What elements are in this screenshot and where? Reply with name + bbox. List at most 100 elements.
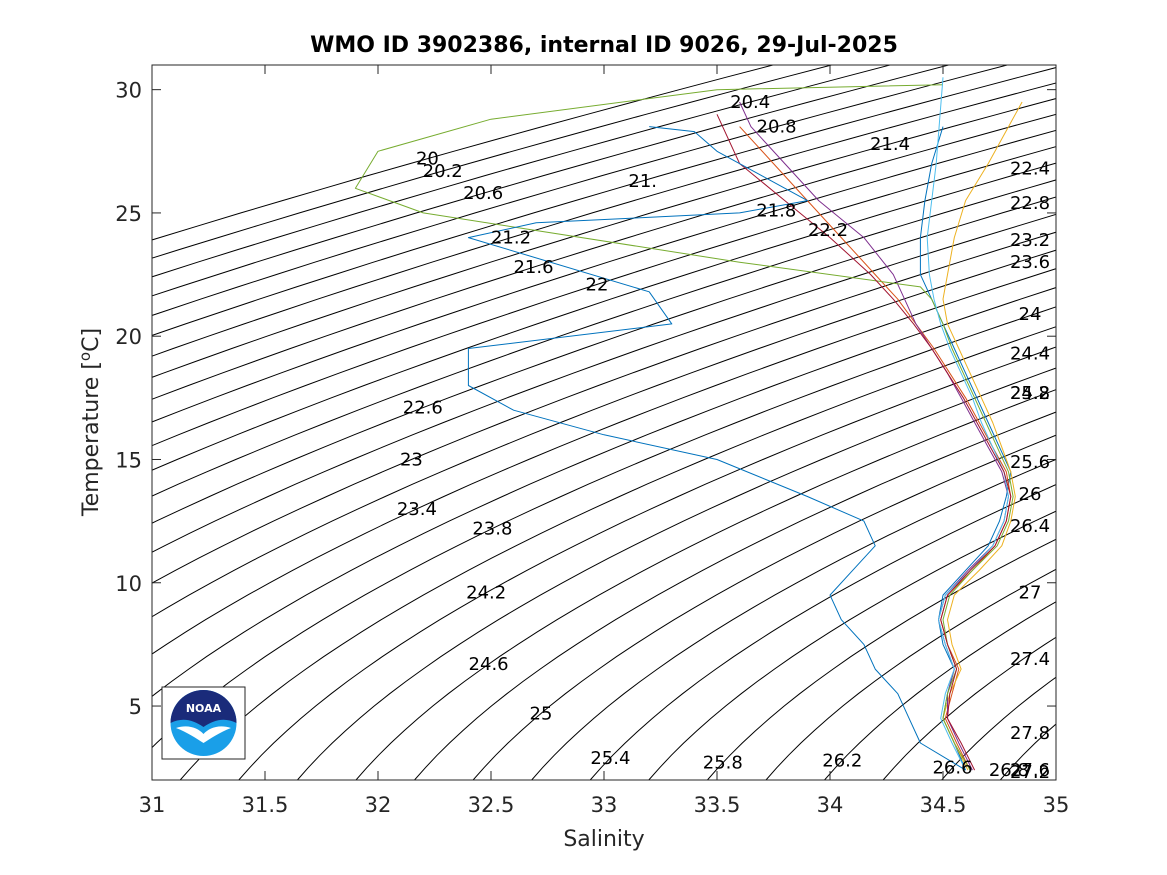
y-tick-label: 20 — [115, 325, 142, 349]
contour-label: 26.4 — [1010, 516, 1050, 537]
isopycnal-line — [152, 268, 1056, 655]
contour-label: 24.2 — [466, 583, 506, 604]
contour-label: 20.2 — [423, 161, 463, 182]
x-axis-label: Salinity — [563, 827, 644, 852]
contour-label: 23.4 — [397, 499, 437, 520]
axis-ticks: 31 31.5 32 32.5 33 33.5 34 34.5 35 5 10 15 20 25 30 — [115, 65, 1069, 817]
isopycnal-line — [823, 601, 1056, 780]
isopycnal-line — [296, 367, 1056, 780]
isopycnal-line — [941, 676, 1056, 780]
profile-line — [467, 126, 966, 771]
contour-label: 23.2 — [1010, 230, 1050, 251]
x-tick-label: 34 — [817, 793, 844, 817]
contour-label: 27.6 — [1010, 760, 1050, 781]
contour-label: 21.2 — [491, 228, 531, 249]
isopycnal-line — [152, 65, 951, 297]
isopycnal-line — [472, 434, 1056, 780]
contour-label: 23.8 — [472, 519, 512, 540]
x-tick-label: 32.5 — [468, 793, 515, 817]
y-axis-label-sup: o — [76, 352, 94, 361]
profile-line — [942, 101, 1023, 771]
isopycnal-line — [152, 129, 1056, 423]
x-tick-label: 34.5 — [920, 793, 967, 817]
contour-label: 22 — [586, 274, 609, 295]
isopycnal-line — [179, 326, 1056, 780]
y-tick-label: 25 — [115, 202, 142, 226]
isopycnal-line — [589, 484, 1056, 780]
contour-label: 22.2 — [808, 220, 848, 241]
isopycnal-line — [152, 287, 1056, 698]
contour-label: 26.2 — [822, 750, 862, 771]
isopycnal-line — [152, 162, 1056, 471]
contour-label: 20.4 — [730, 92, 770, 113]
contour-label: 24 — [1019, 304, 1042, 325]
contour-label: 25.2 — [1010, 383, 1050, 404]
noaa-logo: NOAA — [161, 686, 246, 760]
contour-label: 24.8 — [1010, 383, 1050, 404]
contour-label: 25 — [530, 703, 553, 724]
contour-label: 22.8 — [1010, 193, 1050, 214]
contour-label: 24.6 — [469, 654, 509, 675]
contour-label: 25.4 — [590, 748, 630, 769]
logo-text: NOAA — [186, 702, 222, 715]
isopycnal-line — [152, 65, 775, 241]
isopycnal-line — [152, 65, 893, 278]
contour-label: 21.4 — [870, 134, 910, 155]
isopycnal-line — [531, 458, 1056, 780]
x-tick-label: 35 — [1043, 793, 1070, 817]
x-tick-label: 31 — [139, 793, 166, 817]
contour-label: 23 — [400, 450, 423, 471]
contour-label: 22.6 — [403, 398, 443, 419]
contour-label: 27.2 — [1010, 762, 1050, 783]
isopycnal-line — [648, 510, 1056, 780]
isopycnal-line — [413, 411, 1056, 780]
profile-lines — [354, 77, 1023, 771]
y-tick-label: 30 — [115, 79, 142, 103]
contour-label: 20 — [416, 149, 439, 170]
contour-label: 21. — [628, 171, 657, 192]
contour-label: 25.6 — [1010, 452, 1050, 473]
density-contours — [152, 65, 1056, 780]
profile-line — [739, 126, 1012, 771]
y-axis-label-main: Temperature [ — [79, 361, 104, 517]
contour-label: 27.8 — [1010, 723, 1050, 744]
x-tick-label: 33 — [591, 793, 618, 817]
chart-title: WMO ID 3902386, internal ID 9026, 29-Jul… — [310, 33, 898, 58]
isopycnal-line — [152, 65, 1010, 316]
contour-label: 27 — [1019, 583, 1042, 604]
contour-label: 26 — [1019, 484, 1042, 505]
y-tick-label: 5 — [129, 695, 142, 719]
contour-label: 25.8 — [703, 753, 743, 774]
isopycnal-line — [152, 213, 1056, 553]
y-tick-label: 15 — [115, 448, 142, 472]
y-tick-label: 10 — [115, 572, 142, 596]
contour-label: 23.6 — [1010, 252, 1050, 273]
contour-label: 26.8 — [989, 760, 1029, 781]
isopycnal-line — [355, 389, 1056, 780]
isopycnal-line — [152, 146, 1056, 447]
contour-label: 27.4 — [1010, 649, 1050, 670]
isopycnal-line — [152, 82, 1056, 357]
contour-label: 20.6 — [463, 183, 503, 204]
plot-area — [152, 65, 1056, 780]
y-axis-label-tail: C] — [79, 328, 104, 352]
isopycnal-line — [152, 67, 1056, 336]
logo-top — [170, 690, 237, 727]
x-tick-label: 31.5 — [242, 793, 289, 817]
contour-label: 24.4 — [1010, 344, 1050, 365]
contour-label: 26.6 — [932, 758, 972, 779]
logo-gull — [176, 726, 231, 743]
contour-label: 21.6 — [513, 257, 553, 278]
contour-label: 21.8 — [756, 201, 796, 222]
profile-line — [716, 114, 1012, 771]
contour-label: 22.4 — [1010, 159, 1050, 180]
isopycnal-line — [152, 306, 1056, 749]
isopycnal-line — [238, 346, 1056, 780]
isopycnal-line — [152, 231, 1056, 584]
contour-label: 20.8 — [757, 117, 797, 138]
isopycnal-line — [706, 538, 1056, 780]
isopycnal-line — [152, 65, 834, 259]
isopycnal-line — [152, 179, 1056, 497]
